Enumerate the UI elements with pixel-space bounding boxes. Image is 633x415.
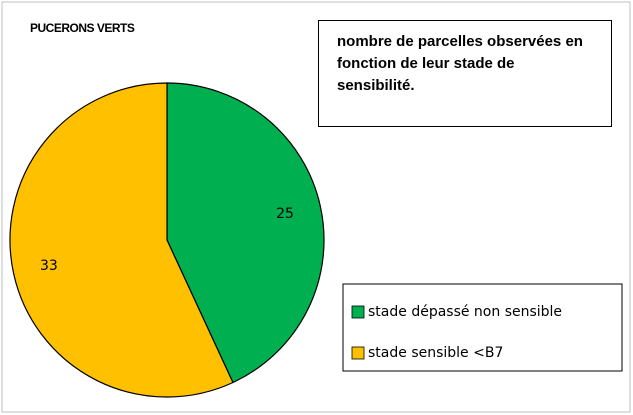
legend-box bbox=[342, 283, 623, 372]
legend-swatch bbox=[351, 346, 365, 360]
chart-title: PUCERONS VERTS bbox=[30, 21, 135, 35]
legend-swatch bbox=[351, 305, 365, 319]
annotation: nombre de parcelles observées en fonctio… bbox=[318, 20, 612, 127]
pie-slice bbox=[166, 82, 325, 384]
legend-label: stade sensible <B7 bbox=[368, 345, 503, 361]
legend-label: stade dépassé non sensible bbox=[368, 304, 562, 320]
data-label: 25 bbox=[276, 206, 294, 222]
data-label: 33 bbox=[40, 258, 58, 274]
pie-slice bbox=[9, 82, 234, 398]
